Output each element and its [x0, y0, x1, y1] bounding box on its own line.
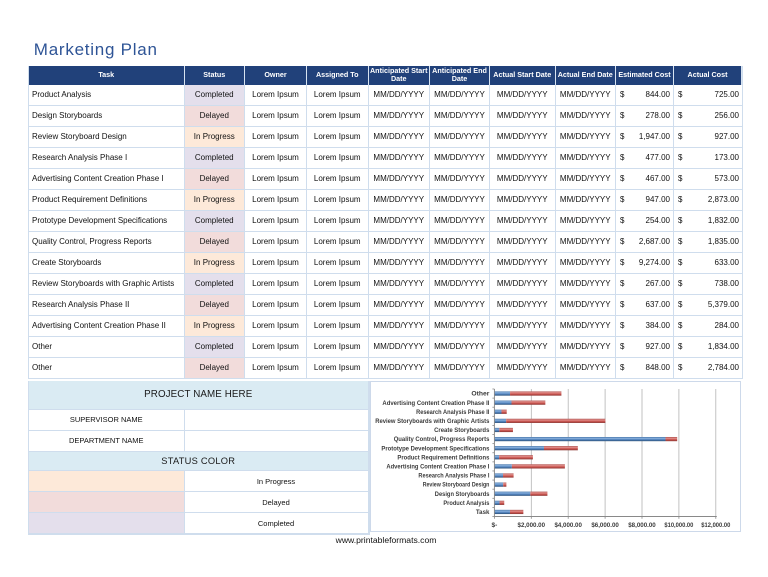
svg-text:Review Storyboards with Graphi: Review Storyboards with Graphic Artists	[375, 418, 490, 425]
svg-text:Task: Task	[476, 509, 490, 516]
svg-text:Research Analysis Phase I: Research Analysis Phase I	[418, 473, 489, 480]
svg-text:Other: Other	[471, 391, 490, 398]
svg-text:Create Storyboards: Create Storyboards	[434, 427, 490, 434]
svg-text:$10,000.00: $10,000.00	[664, 522, 693, 529]
svg-text:Research Analysis Phase II: Research Analysis Phase II	[416, 409, 490, 416]
svg-text:$-: $-	[491, 522, 497, 529]
svg-text:$4,000.00: $4,000.00	[554, 522, 582, 529]
svg-text:Prototype Development Specific: Prototype Development Specifications	[381, 445, 490, 452]
svg-text:$12,000.00: $12,000.00	[701, 522, 730, 529]
svg-text:$6,000.00: $6,000.00	[591, 522, 619, 529]
svg-text:Advertising Content Creation P: Advertising Content Creation Phase II	[382, 400, 489, 407]
svg-text:Product Requirement Definition: Product Requirement Definitions	[397, 454, 490, 461]
svg-text:Quality Control, Progress Repo: Quality Control, Progress Reports	[394, 436, 490, 443]
svg-text:$2,000.00: $2,000.00	[518, 522, 546, 529]
svg-text:Product Analysis: Product Analysis	[443, 500, 490, 507]
svg-text:Advertising Content Creation P: Advertising Content Creation Phase I	[386, 464, 489, 471]
svg-text:Design Storyboards: Design Storyboards	[435, 491, 490, 498]
svg-text:$8,000.00: $8,000.00	[628, 522, 656, 529]
svg-text:Review Storyboard Design: Review Storyboard Design	[423, 482, 490, 489]
